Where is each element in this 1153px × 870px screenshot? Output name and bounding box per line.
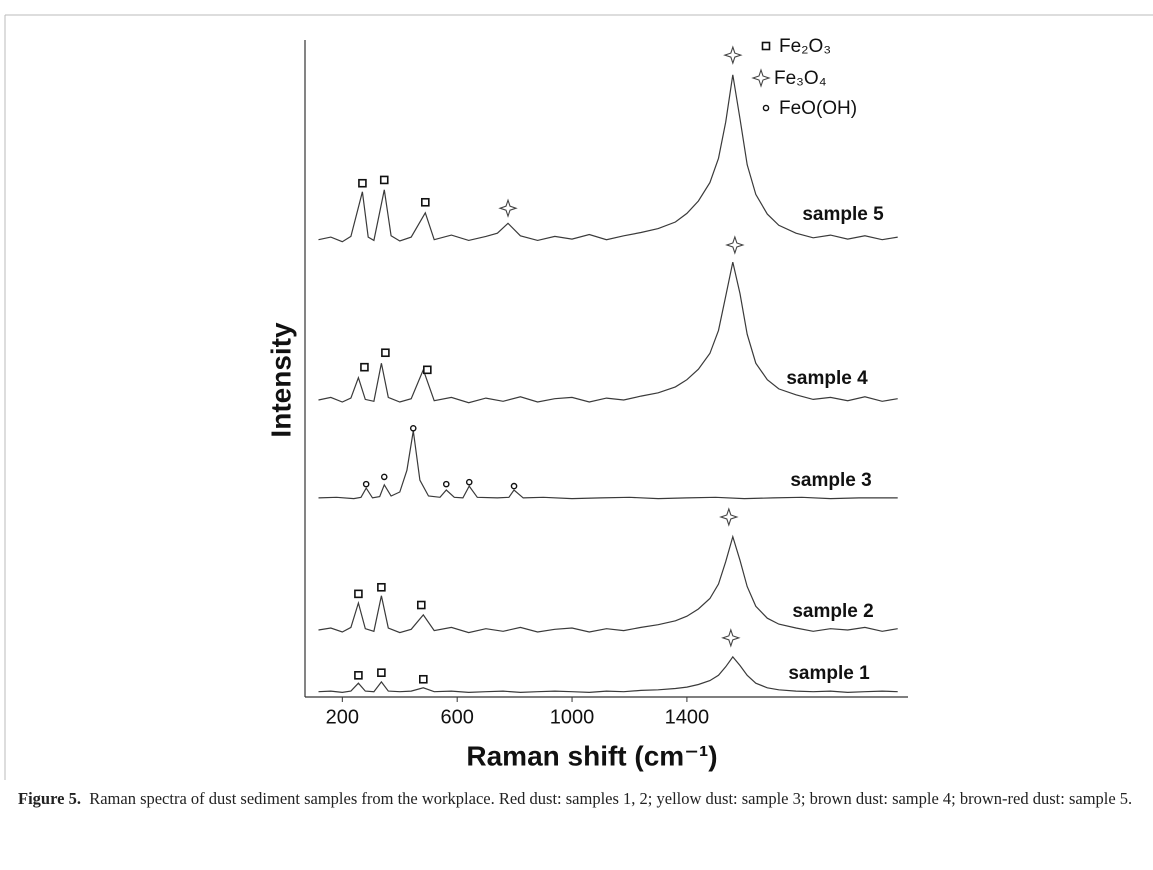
peak-marker: [377, 668, 386, 677]
peak-marker: [362, 480, 370, 488]
series-label: sample 4: [786, 368, 868, 389]
peak-marker: [725, 235, 745, 255]
legend-symbol: [751, 68, 771, 88]
spectrum-line: [318, 534, 898, 634]
peak-marker: [358, 178, 367, 188]
x-tick-label: 600: [440, 706, 473, 728]
x-tick-label: 1000: [550, 706, 595, 728]
peak-marker: [360, 362, 369, 372]
x-tick-label: 1400: [665, 706, 710, 728]
peak-marker: [416, 600, 426, 610]
peak-marker: [723, 45, 743, 65]
peak-marker: [379, 175, 389, 185]
peak-marker: [354, 589, 363, 599]
series-label: sample 1: [788, 663, 870, 684]
series-label: sample 2: [792, 601, 873, 622]
figure: Raman shift (cm⁻¹) Intensity 200 600 1000 1…: [4, 14, 1153, 780]
peak-marker: [510, 482, 518, 490]
peak-marker: [719, 507, 739, 527]
legend-label: Fe₂O₃: [779, 36, 831, 57]
series-label: sample 5: [802, 204, 884, 225]
caption-text: Raman spectra of dust sediment samples f…: [89, 789, 1133, 808]
peak-marker: [377, 582, 386, 592]
legend-label: Fe₃O₄: [774, 68, 827, 89]
legend-label: FeO(OH): [779, 98, 857, 119]
spectrum-line: [318, 430, 898, 500]
x-axis-label: Raman shift (cm⁻¹): [466, 740, 717, 771]
peak-marker: [381, 348, 390, 358]
spectrum-line: [318, 261, 898, 404]
spectrum-line: [318, 655, 898, 694]
legend-symbol: [761, 41, 771, 51]
peak-marker: [354, 671, 363, 680]
peak-marker: [423, 365, 432, 375]
peak-marker: [421, 197, 430, 207]
peak-marker: [409, 424, 417, 432]
legend-symbol: [762, 104, 770, 112]
caption-label: Figure 5.: [18, 789, 81, 808]
caption: Figure 5. Raman spectra of dust sediment…: [18, 788, 1138, 810]
peak-marker: [380, 473, 388, 481]
peak-marker: [498, 198, 518, 218]
spectrum-line: [318, 74, 898, 243]
series-label: sample 3: [790, 470, 871, 491]
x-tick-label: 200: [326, 706, 359, 728]
peak-marker: [721, 628, 741, 648]
peak-marker: [442, 480, 450, 488]
y-axis-label: Intensity: [265, 322, 296, 438]
peak-marker: [419, 674, 428, 684]
peak-marker: [465, 478, 473, 486]
